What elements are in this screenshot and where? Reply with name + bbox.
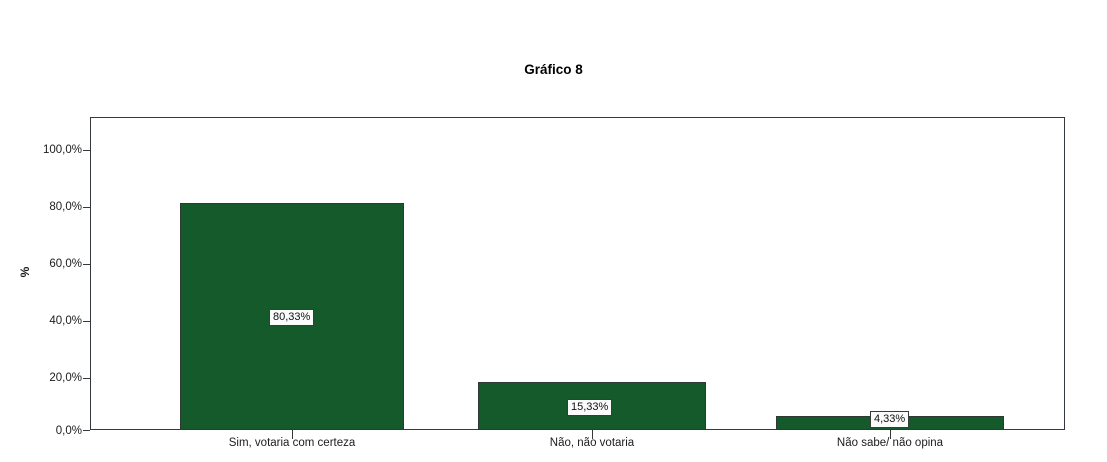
y-tick-label-80: 80,0% — [49, 201, 82, 213]
y-tick-label-40: 40,0% — [49, 315, 82, 327]
y-tick-mark-80 — [83, 207, 90, 208]
bar-value-label-2: 15,33% — [567, 399, 613, 416]
x-tick-mark-1 — [292, 430, 293, 439]
y-tick-mark-60 — [83, 264, 90, 265]
y-axis-tick-labels: 100,0% 80,0% 60,0% 40,0% 20,0% 0,0% — [0, 0, 82, 462]
y-tick-label-60: 60,0% — [49, 258, 82, 270]
x-category-label-1: Sim, votaria com certeza — [228, 437, 356, 449]
y-tick-mark-100 — [83, 150, 90, 151]
bar-value-label-3: 4,33% — [870, 411, 910, 428]
y-tick-label-100: 100,0% — [42, 144, 82, 156]
x-tick-mark-2 — [592, 430, 593, 439]
bar-value-label-1: 80,33% — [269, 309, 315, 326]
y-tick-label-0: 0,0% — [55, 425, 82, 437]
x-category-label-2: Não, não votaria — [549, 437, 635, 449]
x-category-label-3: Não sabe/ não opina — [836, 437, 944, 449]
y-tick-mark-0 — [83, 430, 90, 431]
y-tick-mark-40 — [83, 321, 90, 322]
chart-title-line-1: Gráfico 8 — [524, 62, 583, 77]
x-tick-mark-3 — [890, 430, 891, 439]
y-tick-mark-20 — [83, 378, 90, 379]
y-tick-label-20: 20,0% — [49, 372, 82, 384]
